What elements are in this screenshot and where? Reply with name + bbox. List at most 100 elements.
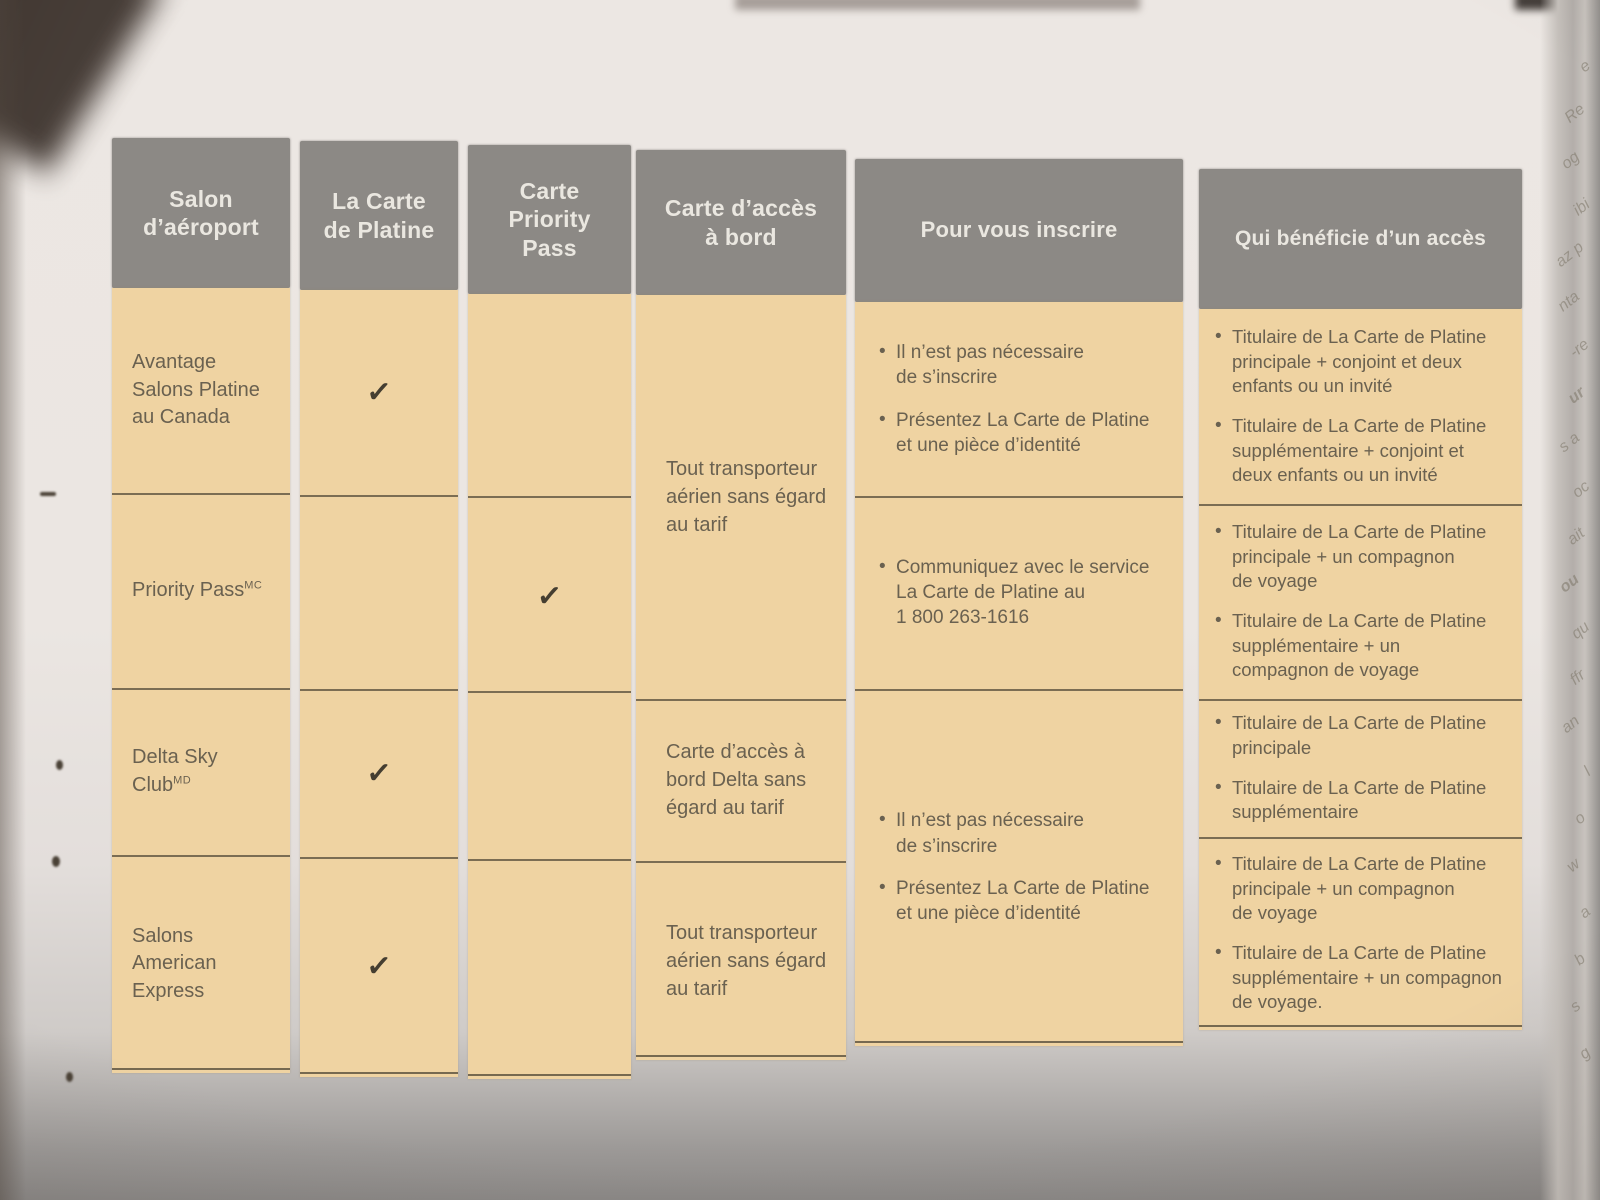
boarding-cell-rows1-2: Tout transporteur aérien sans égard au t… [636,295,846,699]
bullet-text: Présentez La Carte de Platine et une piè… [896,878,1150,925]
column-enrollment: Pour vous inscrire • Il n’est pas nécess… [855,159,1183,1046]
row-divider [636,861,846,863]
bullet-text: Titulaire de La Carte de Platine princip… [1232,521,1487,592]
lounge-row-salons-amex: Salons American Express [112,855,290,1073]
bullet-text: Communiquez avec le service La Carte de … [896,556,1150,629]
page-edge-text-fragment: og [1558,148,1584,173]
binding-mark [52,856,60,867]
bullet-dot: • [1215,853,1222,875]
access-cell-row3: • Titulaire de La Carte de Platine princ… [1199,699,1522,837]
bullet-text: Titulaire de La Carte de Platine supplém… [1232,942,1502,1013]
header-label: Carte d’accès à bord [664,195,818,250]
bullet-text: Titulaire de La Carte de Platine supplém… [1232,776,1487,823]
bullet-item: • Titulaire de La Carte de Platine suppl… [1215,609,1516,683]
column-header-access: Qui bénéficie d’un accès [1199,169,1522,309]
bullet-item: • Il n’est pas nécessaire de s’inscrire [879,340,1175,391]
row-divider [300,689,458,691]
bullet-item: • Présentez La Carte de Platine et une p… [879,876,1175,927]
header-label: Salon d’aéroport [143,185,259,240]
column-body-enrollment: • Il n’est pas nécessaire de s’inscrire … [855,302,1183,1046]
row-divider [1199,504,1522,506]
row-divider [855,689,1183,691]
page-edge-text-fragment: g [1576,1044,1594,1064]
enroll-cell-row2: • Communiquez avec le service La Carte d… [855,496,1183,689]
trademark-sup: MC [244,579,263,592]
checkmark-platinum-row1: ✓ [365,375,393,410]
bullet-item: • Titulaire de La Carte de Platine princ… [1215,852,1516,926]
page-edge-text-fragment: ou [1556,570,1583,597]
bullet-dot: • [879,809,886,831]
header-label: La Carte de Platine [323,188,435,243]
bullet-item: • Titulaire de La Carte de Platine princ… [1215,711,1516,760]
page-edge-text-fragment: ibi [1570,195,1594,220]
header-label: Pour vous inscrire [920,217,1118,243]
column-priority-pass: Carte Priority Pass ✓ [468,145,631,1079]
page-edge-text-fragment: e [1576,57,1594,77]
boarding-cell-row4: Tout transporteur aérien sans égard au t… [636,861,846,1060]
bullet-item: • Titulaire de La Carte de Platine suppl… [1215,414,1516,488]
page-edge-text-fragment: -re [1566,335,1593,362]
checkmark-platinum-row2 [293,490,464,696]
photo-top-shadow [735,0,1140,10]
row-divider [1199,837,1522,839]
checkmark-priority-row2: ✓ [535,579,564,614]
access-cell-row1: • Titulaire de La Carte de Platine princ… [1199,309,1522,504]
row-divider [468,859,631,861]
page-edge-text-fragment: qu [1568,618,1594,643]
checkmark-platinum-row4: ✓ [365,948,393,984]
column-boarding-pass: Carte d’accès à bord Tout transporteur a… [636,150,846,1060]
lounge-row-priority-pass: Priority PassMC [112,493,290,688]
page-edge-text-fragment: an [1558,712,1584,737]
row-divider [1199,699,1522,701]
binding-mark [56,760,63,770]
lounge-name: Priority PassMC [132,578,263,601]
row-divider [468,496,631,498]
row-divider [112,688,290,690]
bullet-dot: • [1215,712,1222,734]
checkmark-priority-row4 [461,856,639,1085]
bullet-text: Il n’est pas nécessaire de s’inscrire [896,810,1084,857]
page-edge-text-fragment: az p [1552,238,1587,271]
bullet-text: Il n’est pas nécessaire de s’inscrire [896,341,1084,389]
page-edge-text-fragment: o [1571,809,1589,829]
photo-left-shadow [0,0,26,1200]
row-divider [855,496,1183,498]
access-cell-row4: • Titulaire de La Carte de Platine princ… [1199,837,1522,1030]
enroll-cell-rows3-4: • Il n’est pas nécessaire de s’inscrire … [855,689,1183,1046]
bullet-text: Titulaire de La Carte de Platine princip… [1232,853,1487,924]
bullet-dot: • [879,340,886,362]
bullet-item: • Communiquez avec le service La Carte d… [879,555,1175,631]
bullet-item: • Titulaire de La Carte de Platine suppl… [1215,941,1516,1015]
row-divider [468,691,631,693]
row-divider [300,857,458,859]
boarding-text: Tout transporteur aérien sans égard au t… [666,921,827,1000]
page-edge-text-fragment: oc [1569,477,1594,502]
row-divider [112,493,290,495]
column-header-platinum: La Carte de Platine [300,141,458,290]
bullet-dot: • [1215,415,1222,436]
page-edge-text-fragment: ait [1564,524,1589,549]
page-edge-text-fragment: l [1581,763,1595,780]
boarding-text: Carte d’accès à bord Delta sans égard au… [666,741,807,819]
column-body-priority: ✓ [468,294,631,1079]
page-edge-text-fragment: ur [1565,383,1589,408]
column-body-boarding: Tout transporteur aérien sans égard au t… [636,295,846,1060]
bullet-item: • Présentez La Carte de Platine et une p… [879,408,1175,459]
row-divider [636,699,846,701]
checkmark-priority-row3 [462,689,636,867]
column-header-lounge: Salon d’aéroport [112,138,290,288]
row-divider [112,855,290,857]
bullet-dot: • [879,877,886,898]
page-edge-text-fragment: s [1567,997,1585,1016]
column-body-lounge: Avantage Salons Platine au Canada Priori… [112,288,290,1073]
bullet-item: • Titulaire de La Carte de Platine princ… [1215,520,1516,594]
page-edge-text-fragment: w [1564,855,1584,876]
page-edge: e Re og ibi az p nta -re ur s a oc ait ou qu ffr an l o w… [1540,0,1600,1200]
page-edge-text-fragment: ffr [1566,666,1589,689]
column-platinum-card: La Carte de Platine ✓ ✓ ✓ [300,141,458,1077]
column-header-enrollment: Pour vous inscrire [855,159,1183,302]
header-label: Carte Priority Pass [508,178,591,261]
binding-mark [66,1072,73,1082]
enroll-cell-row1: • Il n’est pas nécessaire de s’inscrire … [855,302,1183,496]
